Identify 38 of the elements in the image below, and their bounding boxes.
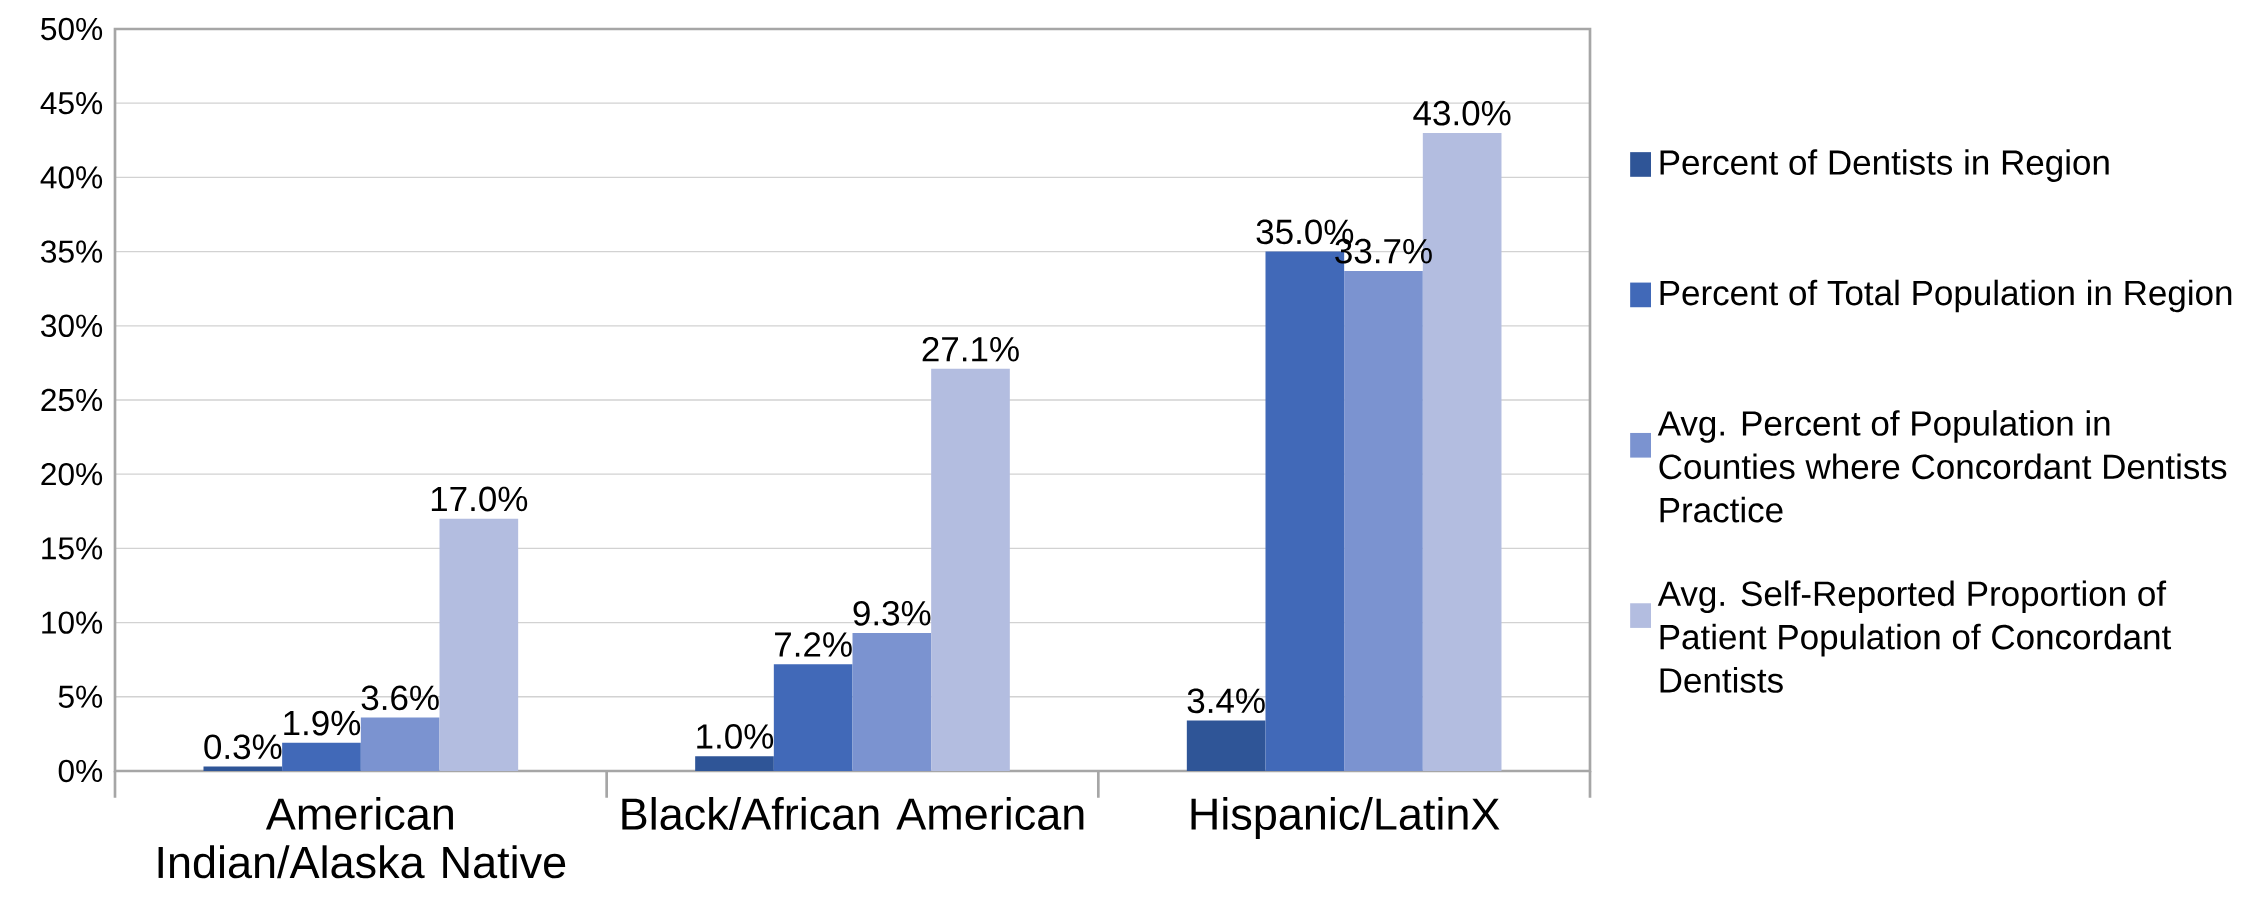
data-label: 27.1% — [922, 336, 1019, 362]
bar — [1344, 270, 1423, 771]
legend-label: Avg. Self-Reported Proportion of Patient Population of Concordant Dentists — [1657, 580, 2172, 693]
data-label: 1.9% — [284, 710, 361, 736]
bar — [695, 756, 774, 771]
y-tick-label: 50% — [41, 17, 103, 41]
data-label: 43.0% — [1413, 100, 1511, 126]
y-tick-label: 10% — [42, 611, 103, 634]
data-label: 3.4% — [1187, 688, 1265, 714]
data-label: 3.6% — [361, 685, 439, 711]
legend-label: Avg. Percent of Population in Counties where Concordant Dentists Practice — [1657, 410, 2227, 523]
data-label: 9.3% — [853, 600, 931, 626]
y-tick-label: 40% — [40, 166, 103, 189]
x-tick-label: Hispanic/LatinX — [1191, 796, 1500, 839]
y-tick-label: 5% — [58, 685, 103, 708]
y-tick-label: 45% — [40, 92, 103, 115]
bar — [773, 664, 853, 771]
bar — [852, 632, 932, 771]
y-tick-label: 35% — [41, 240, 103, 263]
bar — [439, 518, 519, 771]
data-label: 0.3% — [204, 734, 282, 760]
data-label: 7.2% — [775, 632, 852, 657]
bar — [282, 742, 361, 771]
data-label: 17.0% — [431, 486, 528, 512]
bar — [1186, 720, 1266, 771]
y-tick-label: 25% — [41, 388, 103, 412]
x-tick-label: Black/African American — [622, 796, 1084, 831]
data-label: 1.0% — [697, 724, 774, 749]
y-tick-label: 30% — [41, 314, 103, 338]
bar — [931, 368, 1010, 771]
y-tick-label: 20% — [41, 462, 103, 486]
y-tick-label: 0% — [58, 759, 103, 783]
bar — [203, 766, 283, 771]
x-tick-label: American Indian/Alaska Native — [158, 796, 566, 879]
bar — [360, 717, 440, 771]
legend-label: Percent of Total Population in Region — [1660, 279, 2232, 313]
y-tick-label: 15% — [42, 537, 103, 560]
legend-label: Percent of Dentists in Region — [1660, 149, 2109, 182]
